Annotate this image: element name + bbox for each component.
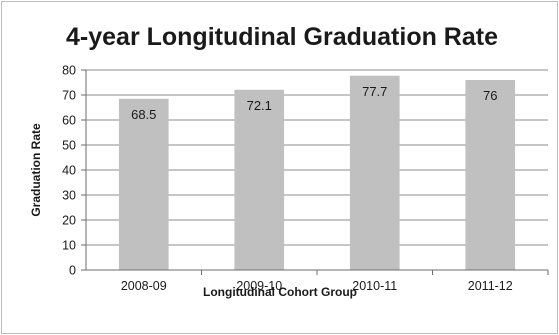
y-tick-label: 80 xyxy=(62,64,76,78)
bar xyxy=(234,89,285,270)
axes xyxy=(81,69,549,275)
y-tick-label: 10 xyxy=(62,239,76,253)
y-tick-label: 40 xyxy=(62,164,76,178)
y-tick-label: 20 xyxy=(62,214,76,228)
y-tick-label: 60 xyxy=(62,114,76,128)
data-label: 68.5 xyxy=(131,107,156,122)
data-label: 77.7 xyxy=(362,84,387,99)
chart-title: 4-year Longitudinal Graduation Rate xyxy=(66,23,498,51)
y-tick-label: 0 xyxy=(69,264,76,278)
x-tick-label: 2010-11 xyxy=(352,279,397,293)
x-tick-label: 2008-09 xyxy=(121,279,167,293)
labels: 0 10 20 30 40 50 60 70 80 2008-09 68.5 2009-10 72.1 2… xyxy=(62,64,513,294)
y-tick-label: 70 xyxy=(62,89,76,103)
bar xyxy=(118,98,169,270)
x-tick-label: 2011-12 xyxy=(468,279,513,293)
y-axis-label: Graduation Rate xyxy=(29,123,43,217)
y-tick-label: 30 xyxy=(62,189,76,203)
x-tick-label: 2009-10 xyxy=(236,279,282,293)
data-label: 76 xyxy=(483,88,497,103)
data-label: 72.1 xyxy=(247,98,272,113)
bar xyxy=(465,80,516,270)
y-tick-label: 50 xyxy=(62,139,76,153)
x-axis-label: Longitudinal Cohort Group xyxy=(203,285,357,299)
bar xyxy=(349,75,400,270)
bars xyxy=(118,75,516,270)
